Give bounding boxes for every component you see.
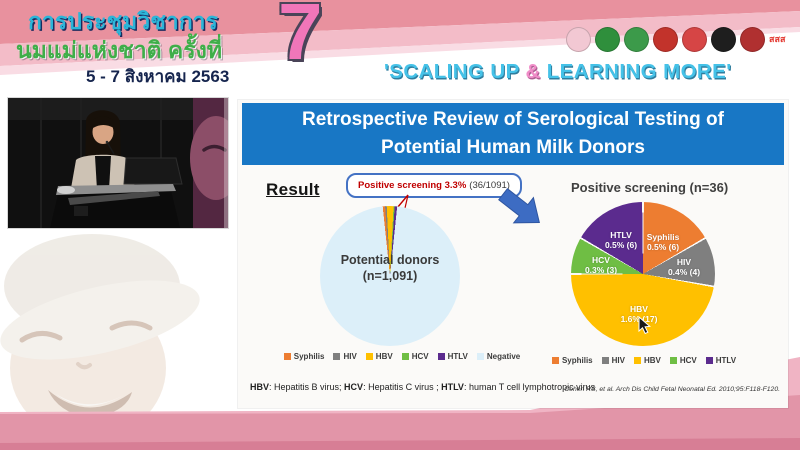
positive-screening-callout: Positive screening 3.3% (36/1091) <box>346 173 522 198</box>
legend-swatch-hcv <box>401 353 409 360</box>
legend-swatch-hbv <box>365 353 373 360</box>
legend-item-hiv: HIV <box>601 356 625 365</box>
legend-swatch-hiv <box>333 353 341 360</box>
legend-item-htlv: HTLV <box>437 352 468 361</box>
left-pie-label-line1: Potential donors <box>340 253 440 267</box>
left-pie-center-label: Potential donors (n=1,091) <box>320 252 460 285</box>
legend-swatch-negative <box>476 353 484 360</box>
footnote-abbr-htlv: HTLV <box>441 382 464 392</box>
right-pie-legend: Syphilis HIV HBV HCV HTLV <box>544 356 744 365</box>
legend-item-htlv: HTLV <box>705 356 737 365</box>
legend-item-negative: Negative <box>476 352 521 361</box>
legend-swatch-syphilis <box>551 357 559 364</box>
legend-label: Syphilis <box>293 352 325 361</box>
presentation-slide: Retrospective Review of Serological Test… <box>238 100 788 408</box>
sponsor-logos-row: สสส <box>566 27 785 52</box>
callout-detail: (36/1091) <box>469 180 510 191</box>
legend-swatch-hbv <box>633 357 641 364</box>
footnote-text-hbv: : Hepatitis B virus; <box>269 382 345 392</box>
red-seal-logo <box>740 27 765 52</box>
mother-child-foundation-logo <box>566 27 591 52</box>
health-department-logo <box>624 27 649 52</box>
bottom-pink-band <box>0 357 800 450</box>
thaihealth-logo: สสส <box>769 34 786 44</box>
royal-college-logo <box>682 27 707 52</box>
legend-label: HBV <box>375 352 393 361</box>
slide-title-line2: Potential Human Milk Donors <box>381 137 645 158</box>
legend-label: HCV <box>411 352 429 361</box>
callout-highlight: Positive screening 3.3% <box>358 180 467 191</box>
pie-slice-label-hcv: HCV 0.3% (3) <box>584 254 618 275</box>
pie-slice-label-hiv: HIV 0.4% (4) <box>667 256 701 277</box>
slide-title-line1: Retrospective Review of Serological Test… <box>302 109 724 131</box>
ministry-public-health-logo <box>595 27 620 52</box>
conference-title-line1: การประชุมวิชาการ <box>28 8 218 34</box>
legend-item-syphilis: Syphilis <box>551 356 593 365</box>
footnote-abbr-hcv: HCV <box>344 382 364 392</box>
callout-pointer <box>396 194 409 209</box>
edition-number: 7 <box>278 0 323 76</box>
footnote-abbr-hbv: HBV <box>250 382 270 392</box>
citation: Cohen RS, et al. Arch Dis Child Fetal Ne… <box>564 386 780 393</box>
legend-item-hiv: HIV <box>333 352 357 361</box>
slogan-part2: LEARNING MORE' <box>540 60 732 83</box>
left-pie-wrap: Potential donors (n=1,091) <box>320 206 460 346</box>
legend-item-hbv: HBV <box>633 356 661 365</box>
presenter <box>70 110 136 194</box>
pie-slice-label-htlv: HTLV 0.5% (6) <box>604 229 638 250</box>
legend-label: Negative <box>486 352 521 361</box>
slogan-ampersand: & <box>525 60 541 83</box>
legend-swatch-hiv <box>601 357 609 364</box>
slide-title: Retrospective Review of Serological Test… <box>242 103 784 165</box>
conference-dates: 5 - 7 สิงหาคม 2563 <box>86 67 230 86</box>
presenter-video <box>7 97 242 229</box>
footnote-text-htlv: : human T cell lymphotropic virus <box>463 382 596 392</box>
legend-swatch-hcv <box>669 357 677 364</box>
result-heading: Result <box>266 180 320 199</box>
legend-label: HTLV <box>715 356 737 365</box>
legend-label: Syphilis <box>561 356 593 365</box>
slogan-part1: 'SCALING UP <box>384 60 526 83</box>
right-chart-title: Positive screening (n=36) <box>571 180 729 195</box>
blue-arrow-icon <box>498 188 540 224</box>
conference-banner: การประชุมวิชาการ นมแม่แห่งชาติ ครั้งที่ … <box>0 0 800 96</box>
presenter-scene <box>8 98 242 228</box>
legend-swatch-htlv <box>437 353 445 360</box>
conference-title-line2: นมแม่แห่งชาติ ครั้งที่ <box>16 37 223 63</box>
legend-swatch-htlv <box>705 357 713 364</box>
university-seal-logo <box>711 27 736 52</box>
legend-swatch-syphilis <box>283 353 291 360</box>
potential-donors-pie <box>320 206 460 346</box>
legend-item-syphilis: Syphilis <box>283 352 325 361</box>
legend-item-hcv: HCV <box>669 356 697 365</box>
legend-label: HTLV <box>447 352 468 361</box>
legend-label: HIV <box>611 356 625 365</box>
left-pie-legend: Syphilis HIV HBV HCV HTLV Negative <box>252 352 552 361</box>
abbreviation-footnote: HBV: Hepatitis B virus; HCV: Hepatitis C… <box>250 382 595 392</box>
conference-slogan: 'SCALING UP & LEARNING MORE' <box>384 60 731 84</box>
legend-label: HIV <box>343 352 357 361</box>
legend-label: HBV <box>643 356 661 365</box>
pie-slice-label-syphilis: Syphilis 0.5% (6) <box>646 231 680 252</box>
legend-label: HCV <box>679 356 697 365</box>
footnote-text-hcv: : Hepatitis C virus ; <box>363 382 442 392</box>
royal-emblem-logo <box>653 27 678 52</box>
podium <box>50 157 183 228</box>
legend-item-hbv: HBV <box>365 352 393 361</box>
background-screen-baby <box>190 98 242 228</box>
legend-item-hcv: HCV <box>401 352 429 361</box>
left-pie-label-line2: (n=1,091) <box>362 269 418 284</box>
banner-stripes <box>0 0 800 96</box>
mouse-cursor <box>638 316 652 335</box>
